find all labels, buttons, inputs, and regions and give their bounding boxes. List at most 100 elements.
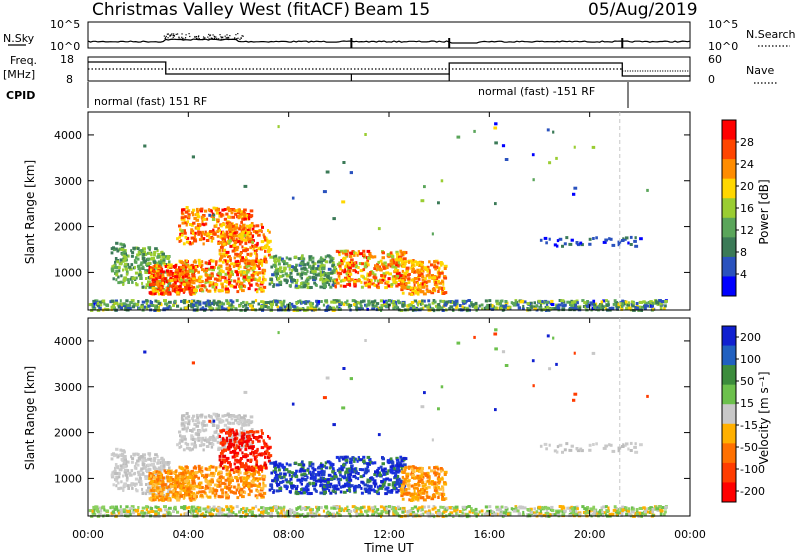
power-cell [245,217,250,221]
velocity-cell [201,436,205,440]
power-cell [324,260,329,264]
velocity-cell [332,477,336,481]
power-cell [227,215,231,219]
velocity-cell [156,480,159,484]
power-cell [289,271,293,275]
velocity-cell [395,468,400,472]
velocity-cell [223,454,227,458]
power-cell [629,235,633,239]
power-cell [267,229,270,232]
power-cell [243,208,247,212]
velocity-cell [213,483,218,487]
power-cell [302,257,306,261]
power-cell [359,252,363,256]
power-cell [160,284,164,288]
power-cell [346,299,349,303]
velocity-cell [223,482,227,486]
power-cell [378,265,382,269]
power-cell [288,257,292,261]
power-cell [123,262,128,266]
power-cell [539,303,542,307]
velocity-cell [117,472,121,476]
velocity-cell [308,481,311,485]
velocity-cell [319,463,323,467]
velocity-cell [236,479,240,483]
power-cell [204,281,207,285]
power-cell [408,260,411,264]
power-cell [379,280,384,284]
power-cell [217,242,221,245]
power-cell [141,285,145,289]
power-cell [174,270,178,274]
power-cell [614,301,618,304]
power-cell [180,229,184,233]
velocity-cell [231,479,234,482]
velocity-cell [285,462,288,466]
power-cell [217,305,221,308]
velocity-cell [225,439,229,443]
power-cell [371,303,375,307]
power-cell [213,287,217,291]
power-cell [572,192,576,196]
velocity-cell [184,441,188,445]
velocity-cell [285,485,289,489]
velocity-cell [197,436,200,440]
power-cell [381,256,385,260]
power-cell [251,268,255,272]
power-cell [545,300,549,304]
power-cell [268,282,272,286]
velocity-cell [222,446,227,450]
velocity-cell [168,478,171,482]
velocity-cell [273,489,276,493]
velocity-cell [251,441,254,445]
power-cell [236,290,240,294]
power-cell [186,281,190,285]
freq-label: Freq. [10,54,37,67]
velocity-cell [200,421,205,425]
power-cell [404,262,407,266]
velocity-cell [394,464,398,468]
power-cell [261,225,264,229]
velocity-cell [333,475,336,479]
noise-dot [221,36,223,39]
velocity-cell [228,443,232,447]
power-cell [551,306,555,310]
power-cell [394,305,398,309]
power-cell [420,261,424,265]
velocity-cell [174,487,177,491]
power-cell [424,304,428,308]
power-cell [304,300,308,303]
power-cell [128,267,133,271]
noise-dot [180,38,182,40]
power-cell [179,269,182,273]
velocity-cell [262,439,265,443]
power-cell [149,291,153,295]
power-cell [208,235,211,239]
power-cell [185,272,190,276]
velocity-cell [176,497,180,501]
power-cell [291,269,294,272]
power-cell [557,303,562,307]
power-cell [211,268,215,272]
velocity-cell [140,467,144,471]
velocity-cell [236,440,239,444]
power-cell [262,233,265,237]
power-cell [262,269,267,273]
power-cell [122,257,125,260]
power-cell [237,234,241,238]
velocity-cell [157,459,161,462]
velocity-cell [207,495,211,499]
power-cell [621,305,624,309]
power-cell [443,264,448,268]
velocity-cell [268,488,272,492]
velocity-cell [249,430,253,433]
power-cell [180,217,185,221]
power-cell [407,281,411,285]
power-cell [336,271,341,275]
velocity-cell [319,479,323,483]
power-cell [176,275,179,279]
power-cell [568,242,573,246]
velocity-cell [264,466,268,470]
power-cell [499,299,502,303]
